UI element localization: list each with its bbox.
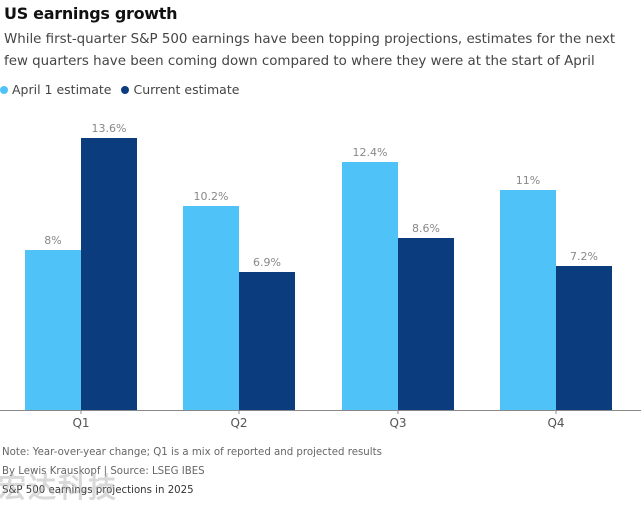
data-label-q1-april: 8%	[44, 234, 61, 247]
data-label-q3-current: 8.6%	[412, 222, 440, 235]
watermark-text: 宏达科技	[0, 471, 119, 504]
bar-q1-april	[25, 250, 81, 410]
legend-swatch-april	[0, 85, 8, 94]
legend-label-april: April 1 estimate	[12, 82, 112, 97]
x-tick-label-q1: Q1	[72, 416, 89, 430]
legend: April 1 estimate Current estimate	[0, 82, 249, 97]
bar-q1-current	[81, 138, 137, 410]
legend-item-current: Current estimate	[121, 82, 239, 97]
data-label-q4-current: 7.2%	[570, 250, 598, 263]
legend-item-april: April 1 estimate	[0, 82, 111, 97]
bar-q3-april	[342, 162, 398, 410]
data-label-q1-current: 13.6%	[92, 122, 127, 135]
bar-chart: 8% 13.6% Q1 10.2% 6.9% Q2 12.4% 8.6% Q3 11% 7.2% Q4	[0, 122, 641, 430]
data-label-q4-april: 11%	[516, 174, 540, 187]
x-tick-label-q3: Q3	[389, 416, 406, 430]
bar-q4-april	[500, 190, 556, 410]
bar-q2-current	[239, 272, 295, 410]
legend-swatch-current	[121, 85, 130, 94]
chart-title: US earnings growth	[4, 4, 178, 23]
bar-q4-current	[556, 266, 612, 410]
chart-subtitle: While first-quarter S&P 500 earnings hav…	[4, 32, 616, 69]
data-label-q3-april: 12.4%	[353, 146, 388, 159]
bar-q3-current	[398, 238, 454, 410]
x-tick-label-q4: Q4	[547, 416, 564, 430]
credit-line: By Lewis Krauskopf | Source: LSEG IBES	[2, 466, 205, 477]
x-tick-label-q2: Q2	[230, 416, 247, 430]
footnote: Note: Year-over-year change; Q1 is a mix…	[2, 447, 382, 458]
data-label-q2-april: 10.2%	[194, 190, 229, 203]
caption: S&P 500 earnings projections in 2025	[2, 485, 194, 496]
data-label-q2-current: 6.9%	[253, 256, 281, 269]
legend-label-current: Current estimate	[133, 82, 240, 97]
bar-q2-april	[183, 206, 239, 410]
